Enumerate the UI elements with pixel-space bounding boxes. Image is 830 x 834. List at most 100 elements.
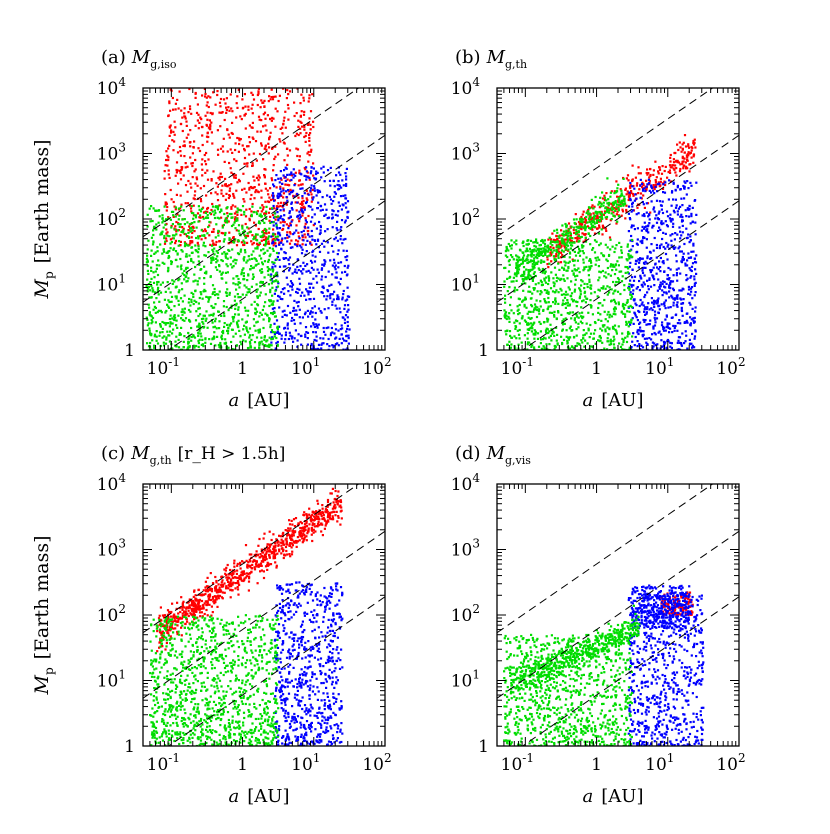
data-point — [687, 187, 689, 189]
data-point — [297, 240, 299, 242]
data-point — [275, 108, 277, 110]
data-point — [342, 204, 344, 206]
data-point — [665, 242, 667, 244]
data-point — [234, 259, 236, 261]
data-point — [204, 245, 206, 247]
data-point — [184, 308, 186, 310]
data-point — [201, 229, 203, 231]
data-point — [551, 233, 553, 235]
data-point — [250, 339, 252, 341]
data-point — [595, 257, 597, 259]
data-point — [523, 254, 525, 256]
data-point — [261, 231, 263, 233]
data-point — [644, 207, 646, 209]
data-point — [165, 322, 167, 324]
data-point — [198, 323, 200, 325]
data-point — [169, 135, 171, 137]
data-point — [204, 172, 206, 174]
data-point — [616, 204, 618, 206]
data-point — [509, 335, 511, 337]
data-point — [287, 322, 289, 324]
x-tick-label: 101 — [291, 355, 320, 379]
data-point — [315, 243, 317, 245]
data-point — [311, 267, 313, 269]
data-point — [674, 238, 676, 240]
data-point — [599, 220, 601, 222]
data-point — [242, 294, 244, 296]
data-point — [163, 249, 165, 251]
data-point — [279, 186, 281, 188]
data-point — [196, 227, 198, 229]
data-point — [694, 261, 696, 263]
data-point — [178, 215, 180, 217]
data-point — [673, 210, 675, 212]
data-point — [324, 230, 326, 232]
data-point — [661, 303, 663, 305]
data-point — [256, 239, 258, 241]
data-point — [267, 143, 269, 145]
data-point — [235, 160, 237, 162]
data-point — [206, 169, 208, 171]
data-point — [554, 283, 556, 285]
data-point — [329, 259, 331, 261]
data-point — [217, 217, 219, 219]
data-point — [185, 317, 187, 319]
data-point — [690, 322, 692, 324]
data-point — [654, 237, 656, 239]
data-point — [311, 239, 313, 241]
data-point — [661, 321, 663, 323]
data-point — [281, 183, 283, 185]
data-point — [225, 107, 227, 109]
data-point — [156, 268, 158, 270]
data-point — [234, 149, 236, 151]
data-point — [695, 330, 697, 332]
data-point — [201, 208, 203, 210]
data-point — [321, 243, 323, 245]
data-point — [249, 343, 251, 345]
data-point — [227, 249, 229, 251]
data-point — [281, 238, 283, 240]
data-point — [596, 228, 598, 230]
data-point — [301, 208, 303, 210]
data-point — [292, 310, 294, 312]
data-point — [652, 208, 654, 210]
data-point — [283, 169, 285, 171]
data-point — [311, 262, 313, 264]
data-point — [205, 230, 207, 232]
data-point — [220, 315, 222, 317]
data-point — [252, 104, 254, 106]
data-point — [228, 110, 230, 112]
data-point — [283, 142, 285, 144]
data-point — [642, 226, 644, 228]
data-point — [553, 314, 555, 316]
data-point — [170, 226, 172, 228]
data-point — [682, 315, 684, 317]
data-point — [584, 227, 586, 229]
data-point — [323, 287, 325, 289]
data-point — [561, 304, 563, 306]
data-point — [231, 266, 233, 268]
data-point — [197, 221, 199, 223]
data-point — [556, 232, 558, 234]
data-point — [269, 222, 271, 224]
data-point — [685, 145, 687, 147]
data-point — [666, 224, 668, 226]
data-point — [286, 174, 288, 176]
data-point — [600, 205, 602, 207]
data-point — [692, 308, 694, 310]
data-point — [656, 247, 658, 249]
data-point — [221, 176, 223, 178]
data-point — [205, 271, 207, 273]
data-point — [576, 238, 578, 240]
data-point — [644, 314, 646, 316]
data-point — [307, 337, 309, 339]
data-point — [260, 142, 262, 144]
data-point — [621, 343, 623, 345]
data-point — [286, 223, 288, 225]
data-point — [183, 270, 185, 272]
data-point — [610, 192, 612, 194]
data-point — [303, 99, 305, 101]
data-point — [164, 170, 166, 172]
data-point — [312, 331, 314, 333]
data-point — [195, 345, 197, 347]
